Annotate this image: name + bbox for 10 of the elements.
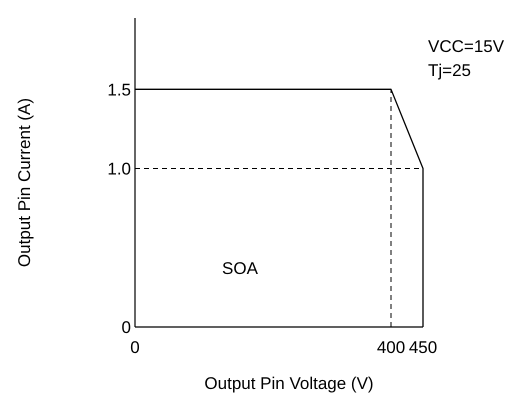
annotation: SOA [222, 259, 259, 278]
x-tick-label: 400 [376, 338, 406, 357]
x-axis-title: Output Pin Voltage (V) [204, 374, 374, 393]
y-tick-label: 1.0 [107, 159, 131, 178]
x-tick-label: 450 [408, 338, 438, 357]
y-axis-title: Output Pin Current (A) [15, 98, 34, 268]
text: VCC=15V [428, 37, 505, 56]
y-tick-label: 0 [122, 318, 131, 337]
y-tick-label: 1.5 [107, 80, 131, 100]
text: Tj=25 [428, 61, 471, 80]
